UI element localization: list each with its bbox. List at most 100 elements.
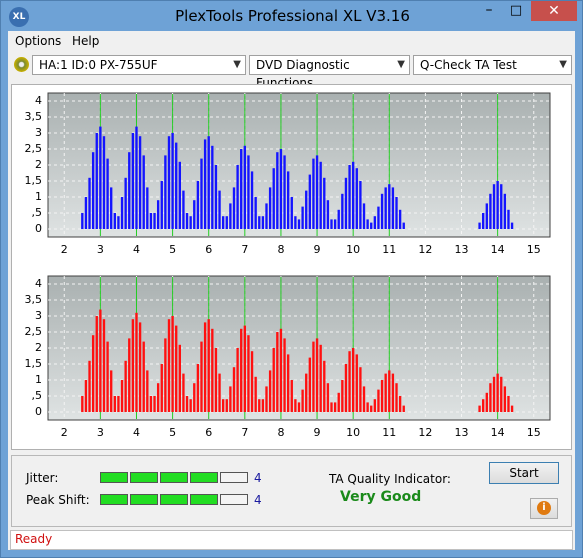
bar <box>232 187 236 229</box>
bar <box>247 155 250 229</box>
bar <box>99 126 102 229</box>
bar <box>279 149 283 229</box>
menu-item[interactable]: Help <box>72 34 100 48</box>
bar <box>294 216 297 229</box>
bar <box>297 402 301 412</box>
bar <box>131 319 135 412</box>
bar <box>243 325 247 412</box>
bar <box>240 149 243 229</box>
bar <box>478 405 481 412</box>
y-tick-label: 1 <box>35 190 42 203</box>
maximize-button[interactable]: □ <box>509 3 523 18</box>
x-tick-label: 6 <box>205 426 212 439</box>
bar <box>258 216 261 229</box>
bar <box>279 328 283 412</box>
bar <box>254 376 257 412</box>
bar <box>232 367 236 412</box>
function-select[interactable]: DVD Diagnostic Functions ▼ <box>249 55 410 90</box>
bar <box>102 136 106 229</box>
bar <box>312 341 315 412</box>
bar <box>95 316 98 412</box>
bar <box>254 197 257 229</box>
bar <box>388 184 391 229</box>
minimize-button[interactable]: – <box>485 2 493 18</box>
bar <box>510 222 514 229</box>
bar <box>203 322 207 412</box>
rating-box-filled <box>190 494 218 505</box>
bar <box>500 184 503 229</box>
bar <box>88 177 91 229</box>
bar <box>402 405 405 412</box>
rating-box-empty <box>220 494 248 505</box>
bar <box>337 209 340 229</box>
x-tick-label: 14 <box>491 426 505 439</box>
bar <box>207 319 210 412</box>
rating-box-filled <box>100 472 128 483</box>
x-tick-label: 13 <box>455 426 469 439</box>
bar <box>286 354 290 412</box>
bar <box>305 373 308 412</box>
client-area: Options Help HA:1 ID:0 PX-755UF ▼ DVD Dia… <box>8 31 575 550</box>
bar <box>478 222 481 229</box>
y-tick-label: 0 <box>35 222 42 235</box>
bar <box>106 341 109 412</box>
info-button[interactable]: i <box>530 498 558 519</box>
bar <box>142 155 145 229</box>
bar <box>160 364 163 412</box>
bar <box>138 322 142 412</box>
bar <box>189 216 192 229</box>
bar <box>330 219 333 229</box>
bar <box>283 155 286 229</box>
bar <box>128 338 131 412</box>
bar <box>326 383 330 412</box>
bar <box>507 396 510 412</box>
bar <box>229 203 232 229</box>
bar <box>294 399 297 412</box>
bar <box>171 316 174 412</box>
x-tick-label: 2 <box>61 243 68 256</box>
bar <box>149 396 153 412</box>
bar <box>492 184 496 229</box>
bar <box>503 386 507 412</box>
y-tick-label: ,5 <box>32 206 43 219</box>
x-tick-label: 7 <box>241 426 248 439</box>
bar <box>146 370 149 412</box>
bar <box>214 348 218 412</box>
bar <box>319 344 322 412</box>
bar <box>286 171 290 229</box>
start-button[interactable]: Start <box>489 462 559 484</box>
bar <box>236 348 239 412</box>
bar <box>110 187 113 229</box>
bar <box>333 402 337 412</box>
bar <box>377 389 380 412</box>
bar <box>377 206 380 229</box>
close-button[interactable]: ✕ <box>531 1 577 21</box>
test-select[interactable]: Q-Check TA Test ▼ <box>413 55 572 75</box>
app-icon: XL <box>9 7 29 27</box>
bar <box>308 357 312 412</box>
rating-box-filled <box>190 472 218 483</box>
bar <box>218 190 221 229</box>
bar <box>88 360 91 412</box>
bar <box>305 190 308 229</box>
bar <box>485 392 488 412</box>
x-tick-label: 10 <box>346 243 360 256</box>
bar <box>391 187 395 229</box>
bar <box>398 209 402 229</box>
bar <box>496 181 499 229</box>
bar <box>178 344 181 412</box>
rating-box-filled <box>160 494 188 505</box>
y-tick-label: ,5 <box>32 389 43 402</box>
bar <box>110 370 113 412</box>
bar <box>402 222 405 229</box>
bar <box>351 161 355 229</box>
quality-value: Very Good <box>340 489 422 505</box>
x-tick-label: 5 <box>169 243 176 256</box>
bar <box>153 396 156 412</box>
bar <box>193 383 196 412</box>
drive-select[interactable]: HA:1 ID:0 PX-755UF ▼ <box>32 55 246 75</box>
x-tick-label: 3 <box>97 243 104 256</box>
bar <box>290 197 293 229</box>
menu-item[interactable]: Options <box>15 34 62 48</box>
